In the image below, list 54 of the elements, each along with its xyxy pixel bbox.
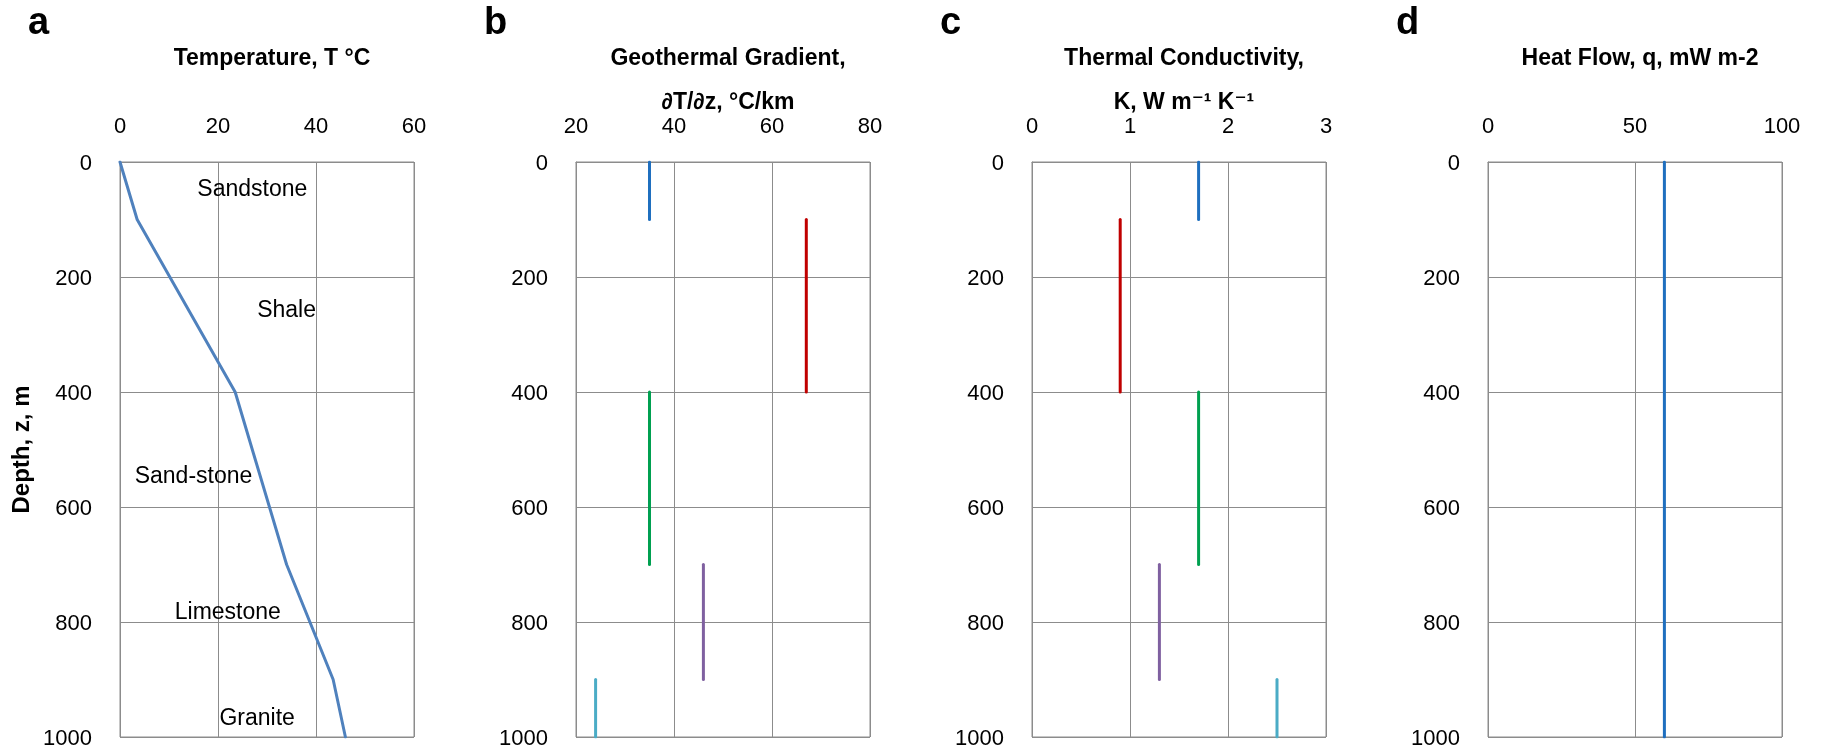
y-tick-label: 800 — [967, 609, 1004, 635]
chart-title: Heat Flow, q, mW m-2 — [1521, 44, 1759, 70]
annotation: Shale — [257, 295, 317, 322]
x-tick-label: 40 — [661, 112, 687, 138]
chart-title: Geothermal Gradient, ∂T/∂z, °C/km — [610, 44, 846, 114]
y-tick-label: 1000 — [499, 724, 548, 750]
y-tick-label: 600 — [1423, 494, 1460, 520]
y-tick-label: 600 — [967, 494, 1004, 520]
x-tick-label: 100 — [1763, 112, 1801, 138]
y-tick-label: 200 — [1423, 264, 1460, 290]
x-tick-label: 60 — [401, 112, 427, 138]
x-tick-label: 60 — [759, 112, 785, 138]
x-tick-label: 2 — [1221, 112, 1235, 138]
x-tick-label: 0 — [1481, 112, 1495, 138]
x-tick-label: 3 — [1319, 112, 1333, 138]
y-tick-label: 600 — [511, 494, 548, 520]
y-axis-title: Depth, z, m — [6, 385, 34, 514]
chart-title: Thermal Conductivity, K, W m⁻¹ K⁻¹ — [1064, 44, 1304, 114]
x-tick-label: 0 — [113, 112, 127, 138]
y-tick-label: 400 — [967, 379, 1004, 405]
line-series — [118, 160, 347, 739]
annotation: Sand-stone — [134, 462, 253, 489]
y-tick-label: 400 — [511, 379, 548, 405]
y-tick-label: 200 — [511, 264, 548, 290]
x-tick-label: 20 — [205, 112, 231, 138]
y-tick-label: 0 — [991, 149, 1004, 175]
annotation: Limestone — [174, 597, 281, 624]
text: b — [484, 0, 508, 42]
y-tick-label: 600 — [55, 494, 92, 520]
y-tick-label: 0 — [535, 149, 548, 175]
x-tick-label: 0 — [1025, 112, 1039, 138]
annotation: Sandstone — [197, 174, 308, 201]
chart-title: Temperature, T °C — [173, 44, 371, 70]
x-tick-label: 20 — [563, 112, 589, 138]
y-tick-label: 0 — [79, 149, 92, 175]
y-tick-label: 200 — [55, 264, 92, 290]
text: d — [1396, 0, 1420, 42]
y-tick-label: 800 — [511, 609, 548, 635]
y-tick-label: 400 — [55, 379, 92, 405]
y-tick-label: 200 — [967, 264, 1004, 290]
y-tick-label: 800 — [55, 609, 92, 635]
annotation: Granite — [219, 703, 295, 730]
x-tick-label: 40 — [303, 112, 329, 138]
y-tick-label: 1000 — [43, 724, 92, 750]
y-tick-label: 1000 — [955, 724, 1004, 750]
y-tick-label: 400 — [1423, 379, 1460, 405]
text: c — [940, 0, 962, 42]
x-tick-label: 50 — [1622, 112, 1648, 138]
x-tick-label: 1 — [1123, 112, 1137, 138]
y-tick-label: 1000 — [1411, 724, 1460, 750]
y-tick-label: 800 — [1423, 609, 1460, 635]
x-tick-label: 80 — [857, 112, 883, 138]
y-tick-label: 0 — [1447, 149, 1460, 175]
text: a — [28, 0, 50, 42]
